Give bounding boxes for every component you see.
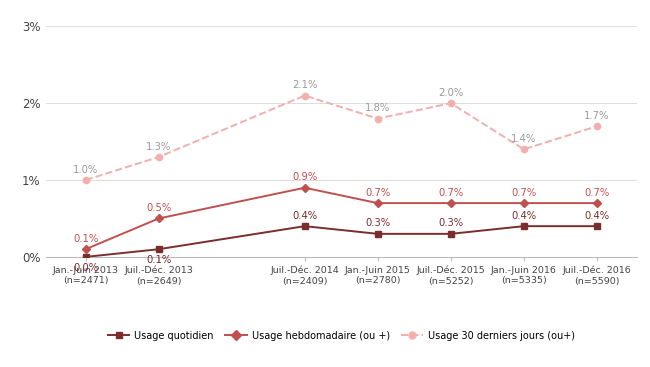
Text: 0.4%: 0.4% [292, 211, 317, 221]
Text: 0.1%: 0.1% [73, 234, 98, 244]
Text: 0.1%: 0.1% [146, 255, 172, 265]
Text: 0.9%: 0.9% [292, 172, 317, 182]
Text: 0.7%: 0.7% [511, 188, 536, 198]
Text: 2.1%: 2.1% [292, 80, 317, 90]
Text: 1.4%: 1.4% [511, 134, 536, 144]
Text: 1.7%: 1.7% [584, 111, 610, 121]
Legend: Usage quotidien, Usage hebdomadaire (ou +), Usage 30 derniers jours (ou+): Usage quotidien, Usage hebdomadaire (ou … [108, 331, 575, 341]
Text: 1.8%: 1.8% [365, 103, 391, 113]
Text: 1.3%: 1.3% [146, 142, 172, 152]
Text: 0.0%: 0.0% [73, 263, 98, 273]
Text: 2.0%: 2.0% [438, 88, 463, 98]
Text: 0.7%: 0.7% [438, 188, 463, 198]
Text: 1.0%: 1.0% [73, 165, 98, 175]
Text: 0.4%: 0.4% [512, 211, 536, 221]
Text: 0.3%: 0.3% [365, 218, 390, 229]
Text: 0.4%: 0.4% [584, 211, 610, 221]
Text: 0.3%: 0.3% [438, 218, 463, 229]
Text: 0.5%: 0.5% [146, 203, 172, 213]
Text: 0.7%: 0.7% [584, 188, 610, 198]
Text: 0.7%: 0.7% [365, 188, 391, 198]
